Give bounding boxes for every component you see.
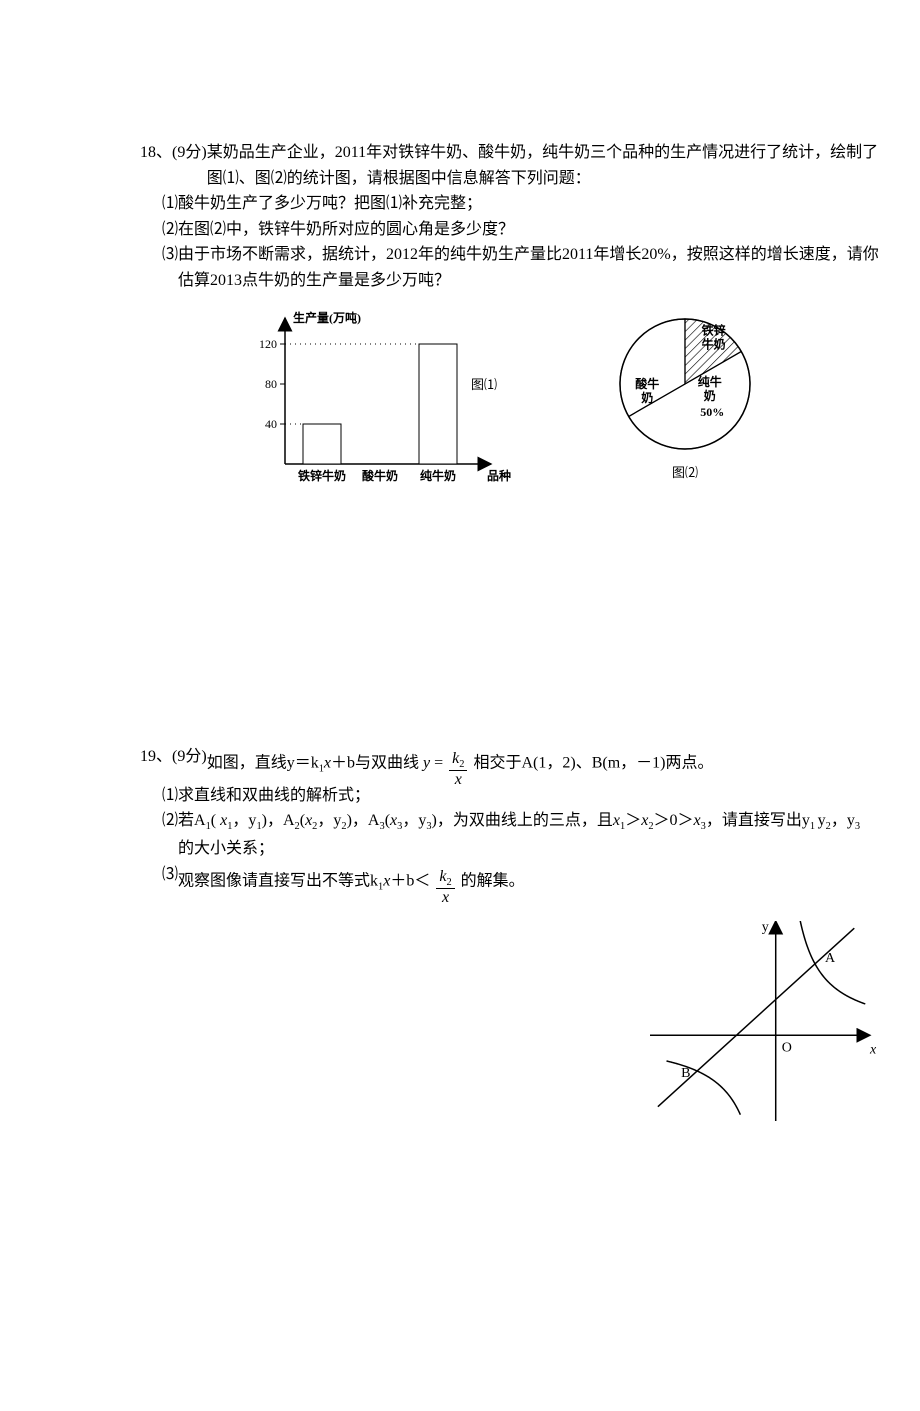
svg-text:纯牛奶: 纯牛奶	[420, 468, 456, 483]
problem-19-number: 19、(9分)	[140, 744, 207, 783]
problem-18-stem: 18、(9分) 某奶品生产企业，2011年对铁锌牛奶、酸牛奶，纯牛奶三个品种的生…	[140, 140, 880, 191]
txt: 若A	[178, 812, 206, 829]
svg-text:y: y	[762, 921, 769, 935]
problem-18-figures: 生产量(万吨)品种4080120铁锌牛奶酸牛奶纯牛奶图⑴ 铁锌牛奶纯牛奶50%酸…	[140, 304, 880, 504]
q3-text: 观察图像请直接写出不等式k1x＋b＜ k2 x 的解集。	[178, 862, 880, 901]
svg-text:A: A	[825, 951, 836, 966]
problem-19-q1: ⑴ 求直线和双曲线的解析式；	[140, 783, 880, 809]
svg-text:生产量(万吨): 生产量(万吨)	[293, 310, 361, 325]
svg-text:酸牛: 酸牛	[635, 376, 659, 391]
q3-text: 由于市场不断需求，据统计，2012年的纯牛奶生产量比2011年增长20%，按照这…	[178, 242, 880, 293]
problem-19-q2: ⑵ 若A1( x1，y1)，A2(x2，y2)，A3(x3，y3)，为双曲线上的…	[140, 808, 880, 861]
q2-text: 若A1( x1，y1)，A2(x2，y2)，A3(x3，y3)，为双曲线上的三点…	[178, 808, 880, 861]
svg-text:80: 80	[265, 377, 277, 391]
svg-text:奶: 奶	[704, 388, 716, 403]
num-label: 19、	[140, 748, 172, 765]
pie-chart: 铁锌牛奶纯牛奶50%酸牛奶图⑵	[585, 304, 795, 504]
den: x	[449, 771, 467, 789]
bar-chart: 生产量(万吨) 品种 40 80 120 铁锌牛奶 酸牛奶 纯牛奶 图⑴	[225, 304, 525, 504]
problem-19-graph-wrap: x y O A B	[140, 921, 880, 1131]
svg-text:120: 120	[259, 337, 277, 351]
svg-text:x: x	[869, 1042, 877, 1057]
q2-num: ⑵	[162, 808, 178, 861]
num-label: 18、	[140, 144, 172, 161]
ksub: 2	[446, 877, 451, 888]
svg-text:B: B	[681, 1066, 690, 1081]
q1-num: ⑴	[162, 191, 178, 217]
svg-text:图⑵: 图⑵	[672, 465, 698, 480]
svg-text:50%: 50%	[700, 405, 724, 419]
txt: 相交于A(1，2)、B(m，－1)两点。	[473, 754, 713, 771]
svg-text:图⑴: 图⑴	[471, 377, 497, 392]
q1-text: 求直线和双曲线的解析式；	[178, 783, 880, 809]
svg-text:纯牛: 纯牛	[698, 374, 722, 389]
txt: 观察图像请直接写出不等式k	[178, 872, 378, 889]
txt: ＞	[625, 812, 641, 829]
svg-text:牛奶: 牛奶	[702, 336, 726, 351]
txt: 的大小关系；	[178, 840, 274, 857]
txt: ＞0＞	[654, 812, 694, 829]
txt: ，为双曲线上的三点，且	[437, 812, 613, 829]
score-label: (9分)	[172, 748, 207, 765]
txt: 的解集。	[461, 872, 525, 889]
q2-text: 在图⑵中，铁锌牛奶所对应的圆心角是多少度？	[178, 217, 880, 243]
q3-num: ⑶	[162, 242, 178, 293]
txt: ＋b＜	[390, 872, 430, 889]
den: x	[436, 889, 454, 907]
svg-text:品种: 品种	[487, 468, 511, 483]
problem-19: 19、(9分) 如图，直线y＝k1x＋b与双曲线 y = k2 x 相交于A(1…	[140, 744, 880, 1131]
svg-text:40: 40	[265, 417, 277, 431]
txt: ＋b与双曲线	[331, 754, 423, 771]
q3-num: ⑶	[162, 862, 178, 901]
svg-text:铁锌牛奶: 铁锌牛奶	[298, 468, 346, 483]
problem-18: 18、(9分) 某奶品生产企业，2011年对铁锌牛奶、酸牛奶，纯牛奶三个品种的生…	[140, 140, 880, 504]
problem-19-q3: ⑶ 观察图像请直接写出不等式k1x＋b＜ k2 x 的解集。	[140, 862, 880, 901]
problem-18-q2: ⑵ 在图⑵中，铁锌牛奶所对应的圆心角是多少度？	[140, 217, 880, 243]
txt: 如图，直线y＝k	[207, 754, 319, 771]
problem-19-stem: 19、(9分) 如图，直线y＝k1x＋b与双曲线 y = k2 x 相交于A(1…	[140, 744, 880, 783]
problem-19-text: 如图，直线y＝k1x＋b与双曲线 y = k2 x 相交于A(1，2)、B(m，…	[207, 744, 880, 783]
svg-text:奶: 奶	[641, 390, 653, 405]
ksub: 2	[459, 759, 464, 770]
svg-text:O: O	[782, 1040, 792, 1055]
score-label: (9分)	[172, 144, 207, 161]
txt: ，请直接写出y	[706, 812, 810, 829]
q1-num: ⑴	[162, 783, 178, 809]
q2-num: ⑵	[162, 217, 178, 243]
svg-text:酸牛奶: 酸牛奶	[362, 468, 398, 483]
q1-text: 酸牛奶生产了多少万吨？把图⑴补充完整；	[178, 191, 880, 217]
xy-graph: x y O A B	[650, 921, 880, 1131]
problem-18-q1: ⑴ 酸牛奶生产了多少万吨？把图⑴补充完整；	[140, 191, 880, 217]
fraction-k2-over-x-2: k2 x	[436, 868, 454, 907]
problem-18-q3: ⑶ 由于市场不断需求，据统计，2012年的纯牛奶生产量比2011年增长20%，按…	[140, 242, 880, 293]
svg-text:铁锌: 铁锌	[702, 322, 726, 337]
problem-18-text: 某奶品生产企业，2011年对铁锌牛奶、酸牛奶，纯牛奶三个品种的生产情况进行了统计…	[207, 140, 880, 191]
fraction-k2-over-x: k2 x	[449, 750, 467, 789]
problem-18-number: 18、(9分)	[140, 140, 207, 191]
